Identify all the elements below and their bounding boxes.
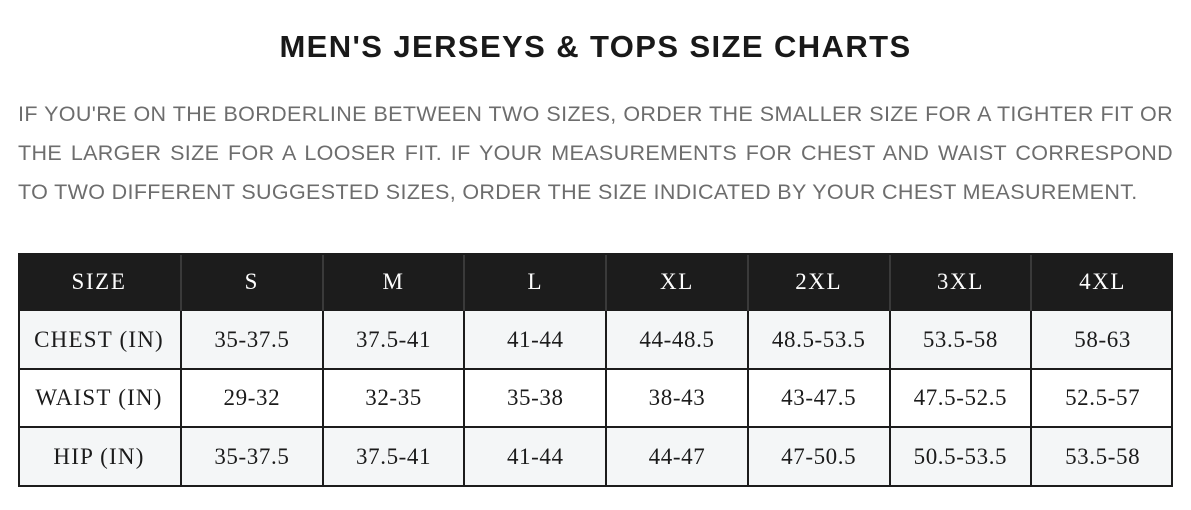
cell-chest-s: 35-37.5 bbox=[181, 311, 324, 370]
table-row: CHEST (IN) 35-37.5 37.5-41 41-44 44-48.5… bbox=[18, 311, 1173, 370]
cell-hip-xl: 44-47 bbox=[606, 427, 749, 485]
cell-waist-s: 29-32 bbox=[181, 369, 324, 428]
cell-chest-xl: 44-48.5 bbox=[606, 311, 749, 370]
column-header-xl: XL bbox=[606, 253, 749, 311]
table-row: HIP (IN) 35-37.5 37.5-41 41-44 44-47 47-… bbox=[18, 427, 1173, 485]
table-row: WAIST (IN) 29-32 32-35 35-38 38-43 43-47… bbox=[18, 369, 1173, 428]
cell-hip-l: 41-44 bbox=[464, 427, 608, 485]
cell-waist-2xl: 43-47.5 bbox=[747, 369, 891, 428]
column-header-3xl: 3XL bbox=[889, 253, 1033, 311]
cell-hip-4xl: 53.5-58 bbox=[1031, 427, 1173, 485]
column-header-size: SIZE bbox=[18, 253, 183, 311]
cell-hip-3xl: 50.5-53.5 bbox=[889, 427, 1033, 485]
cell-chest-2xl: 48.5-53.5 bbox=[747, 311, 891, 370]
cell-chest-3xl: 53.5-58 bbox=[889, 311, 1033, 370]
cell-hip-m: 37.5-41 bbox=[322, 427, 466, 485]
column-header-l: L bbox=[464, 253, 608, 311]
column-header-s: S bbox=[181, 253, 324, 311]
cell-waist-3xl: 47.5-52.5 bbox=[889, 369, 1033, 428]
column-header-4xl: 4XL bbox=[1031, 253, 1173, 311]
column-header-m: M bbox=[322, 253, 466, 311]
row-label-chest: CHEST (IN) bbox=[18, 311, 183, 370]
cell-waist-xl: 38-43 bbox=[606, 369, 749, 428]
cell-hip-s: 35-37.5 bbox=[181, 427, 324, 485]
table-header-row: SIZE S M L XL 2XL 3XL 4XL bbox=[18, 253, 1173, 311]
sizing-instructions-paragraph: IF YOU'RE ON THE BORDERLINE BETWEEN TWO … bbox=[18, 102, 1173, 204]
size-chart-table: SIZE S M L XL 2XL 3XL 4XL CHEST (IN) 35-… bbox=[18, 253, 1173, 485]
column-header-2xl: 2XL bbox=[747, 253, 891, 311]
cell-waist-l: 35-38 bbox=[464, 369, 608, 428]
cell-waist-4xl: 52.5-57 bbox=[1031, 369, 1173, 428]
cell-chest-4xl: 58-63 bbox=[1031, 311, 1173, 370]
row-label-waist: WAIST (IN) bbox=[18, 369, 183, 428]
page-title: MEN'S JERSEYS & TOPS SIZE CHARTS bbox=[279, 29, 912, 64]
cell-hip-2xl: 47-50.5 bbox=[747, 427, 891, 485]
cell-chest-l: 41-44 bbox=[464, 311, 608, 370]
cell-chest-m: 37.5-41 bbox=[322, 311, 466, 370]
row-label-hip: HIP (IN) bbox=[18, 427, 183, 485]
cell-waist-m: 32-35 bbox=[322, 369, 466, 428]
